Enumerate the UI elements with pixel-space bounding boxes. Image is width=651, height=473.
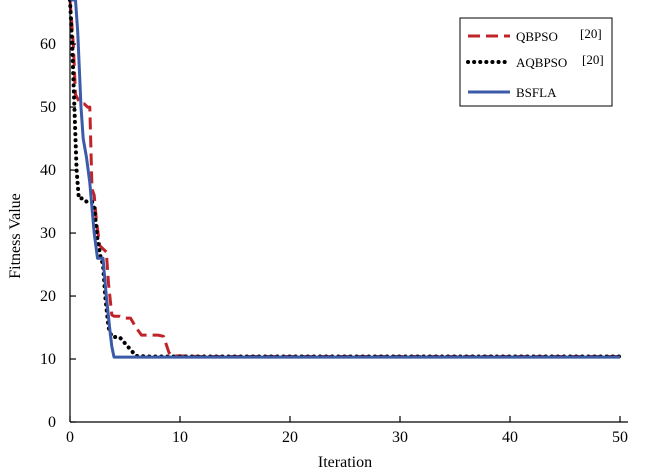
y-tick-label: 40 xyxy=(40,162,56,179)
y-axis-title: Fitness Value xyxy=(7,193,24,278)
y-tick-label: 50 xyxy=(40,99,56,116)
x-tick-label: 20 xyxy=(282,429,298,446)
legend-label-aqbpso: AQBPSO xyxy=(516,55,567,70)
x-tick-label: 50 xyxy=(612,429,628,446)
x-tick-label: 0 xyxy=(66,429,74,446)
legend-label-bsfla: BSFLA xyxy=(516,85,557,100)
x-tick-label: 40 xyxy=(502,429,518,446)
axes xyxy=(69,0,628,423)
y-tick-label: 0 xyxy=(48,414,56,431)
y-tick-label: 10 xyxy=(40,351,56,368)
y-ticks: 0 10 20 30 40 50 60 xyxy=(40,36,76,431)
y-tick-label: 30 xyxy=(40,225,56,242)
legend-ref-aqbpso: [20] xyxy=(582,52,604,67)
x-tick-label: 10 xyxy=(172,429,188,446)
legend: QBPSO [20] AQBPSO [20] BSFLA xyxy=(459,17,613,107)
series-line-bsfla xyxy=(70,0,620,359)
x-axis-title: Iteration xyxy=(318,454,372,471)
plot-area xyxy=(68,0,622,359)
legend-ref-qbpso: [20] xyxy=(580,26,602,41)
legend-label-qbpso: QBPSO xyxy=(516,29,558,44)
x-ticks: 0 10 20 30 40 50 xyxy=(66,416,628,446)
series-line-aqbpso xyxy=(68,0,622,359)
x-tick-label: 30 xyxy=(392,429,408,446)
y-tick-label: 20 xyxy=(40,288,56,305)
y-tick-label: 60 xyxy=(40,36,56,53)
